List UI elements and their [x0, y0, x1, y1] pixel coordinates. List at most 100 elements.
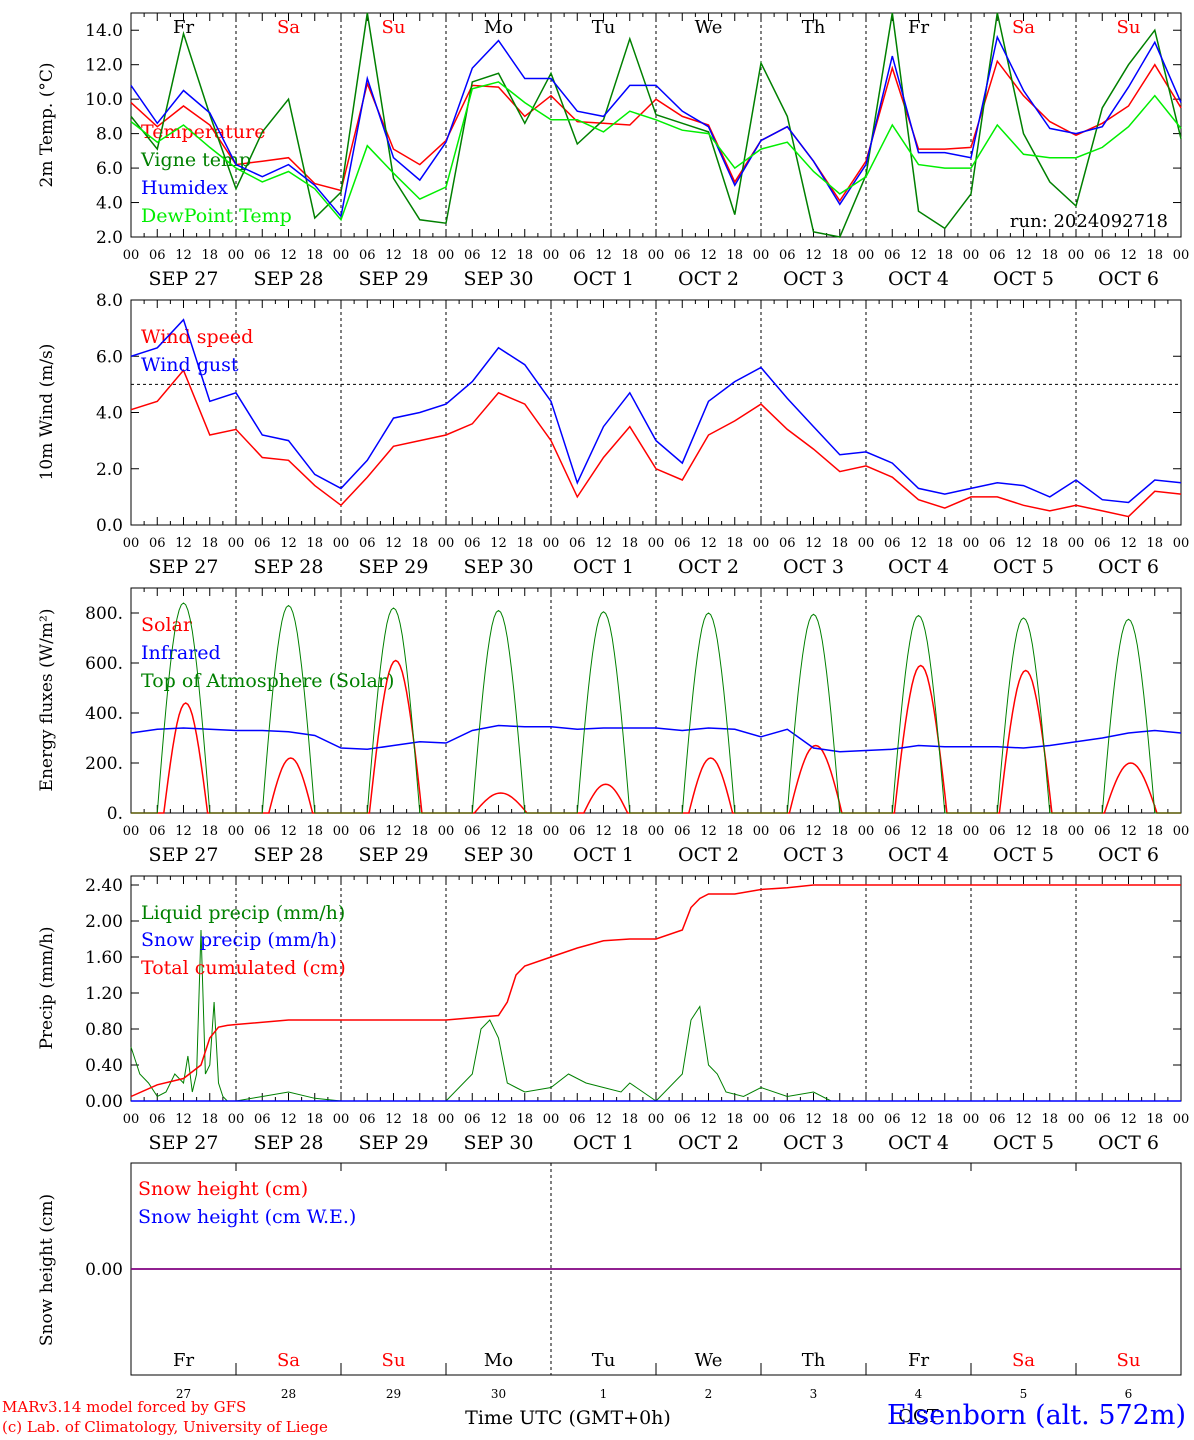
date-label: SEP 28 [254, 268, 324, 290]
hour-tick-label: 18 [306, 536, 323, 551]
date-label: SEP 28 [254, 844, 324, 866]
hour-tick-label: 12 [805, 536, 822, 551]
hour-tick-label: 12 [700, 536, 717, 551]
y-tick-label: 6.0 [96, 159, 123, 179]
legend-entry: Total cumulated (cm) [141, 957, 346, 979]
hour-tick-label: 00 [123, 536, 140, 551]
hour-tick-label: 06 [1094, 248, 1111, 263]
hour-tick-label: 12 [595, 248, 612, 263]
hour-tick-label: 06 [359, 248, 376, 263]
hour-tick-label: 12 [700, 1112, 717, 1127]
y-axis-title: 10m Wind (m/s) [37, 344, 57, 481]
hour-tick-label: 12 [385, 536, 402, 551]
hour-tick-label: 18 [516, 1112, 533, 1127]
hour-tick-label: 00 [648, 248, 665, 263]
date-label: SEP 29 [359, 556, 429, 578]
hour-tick-label: 12 [595, 824, 612, 839]
hour-tick-label: 06 [884, 248, 901, 263]
hour-tick-label: 18 [411, 1112, 428, 1127]
legend-entry: Humidex [141, 177, 228, 199]
hour-tick-label: 18 [831, 1112, 848, 1127]
hour-tick-label: 06 [464, 536, 481, 551]
y-tick-label: 14.0 [85, 21, 123, 41]
legend-entry: Solar [141, 614, 193, 636]
y-tick-label: 600. [85, 654, 123, 674]
hour-tick-label: 00 [1068, 824, 1085, 839]
hour-tick-label: 12 [385, 1112, 402, 1127]
hour-tick-label: 12 [385, 248, 402, 263]
y-tick-label: 0. [107, 804, 123, 824]
hour-tick-label: 00 [1173, 1112, 1190, 1127]
hour-tick-label: 12 [1120, 1112, 1137, 1127]
hour-tick-label: 00 [333, 824, 350, 839]
hour-tick-label: 12 [1120, 824, 1137, 839]
y-tick-label: 8.0 [96, 125, 123, 145]
date-label: OCT 4 [888, 556, 949, 578]
date-label: OCT 1 [573, 844, 634, 866]
hour-tick-label: 06 [359, 1112, 376, 1127]
hour-tick-label: 18 [411, 248, 428, 263]
legend-entry: Wind speed [141, 326, 253, 348]
hour-tick-label: 00 [1068, 1112, 1085, 1127]
date-label: OCT 4 [888, 844, 949, 866]
month-label: OCT [898, 1406, 939, 1427]
hour-tick-label: 12 [490, 1112, 507, 1127]
hour-tick-label: 12 [805, 1112, 822, 1127]
hour-tick-label: 00 [648, 1112, 665, 1127]
day-number: 30 [491, 1387, 506, 1401]
hour-tick-label: 00 [228, 1112, 245, 1127]
hour-tick-label: 00 [333, 1112, 350, 1127]
credit-lab: (c) Lab. of Climatology, University of L… [2, 1418, 328, 1436]
day-name: Mo [484, 17, 513, 38]
hour-tick-label: 12 [1015, 1112, 1032, 1127]
hour-tick-label: 12 [1015, 536, 1032, 551]
hour-tick-label: 06 [254, 248, 271, 263]
y-tick-label: 2.00 [85, 912, 123, 932]
hour-tick-label: 00 [438, 1112, 455, 1127]
hour-tick-label: 00 [438, 824, 455, 839]
hour-tick-label: 00 [543, 248, 560, 263]
legend-entry: Vigne temp [140, 149, 251, 171]
y-axis-title: Energy fluxes (W/m²) [37, 609, 57, 792]
panel-frame [130, 299, 1182, 526]
series-line [130, 318, 1182, 504]
hour-tick-label: 12 [175, 824, 192, 839]
hour-tick-label: 00 [543, 824, 560, 839]
hour-tick-label: 00 [858, 248, 875, 263]
date-label: OCT 2 [678, 556, 739, 578]
hour-tick-label: 12 [910, 248, 927, 263]
hour-tick-label: 18 [1041, 536, 1058, 551]
hour-tick-label: 18 [1146, 248, 1163, 263]
x-axis-title: Time UTC (GMT+0h) [465, 1407, 671, 1429]
date-label: SEP 30 [464, 268, 534, 290]
day-number: 2 [705, 1387, 713, 1401]
y-tick-label: 6.0 [96, 347, 123, 367]
hour-tick-label: 00 [123, 1112, 140, 1127]
hour-tick-label: 00 [858, 1112, 875, 1127]
hour-tick-label: 06 [884, 1112, 901, 1127]
date-label: OCT 5 [993, 556, 1054, 578]
date-label: OCT 4 [888, 1132, 949, 1154]
hour-tick-label: 06 [464, 824, 481, 839]
date-label: OCT 4 [888, 268, 949, 290]
date-label: SEP 27 [149, 556, 219, 578]
hour-tick-label: 18 [726, 536, 743, 551]
hour-tick-label: 06 [989, 248, 1006, 263]
hour-tick-label: 00 [228, 824, 245, 839]
day-name: Sa [277, 17, 300, 38]
day-name: Su [382, 1350, 406, 1371]
legend-entry: Snow height (cm) [138, 1178, 308, 1200]
hour-tick-label: 06 [254, 1112, 271, 1127]
hour-tick-label: 06 [569, 824, 586, 839]
hour-tick-label: 06 [359, 536, 376, 551]
date-label: SEP 27 [149, 844, 219, 866]
y-tick-label: 200. [85, 754, 123, 774]
hour-tick-label: 06 [884, 536, 901, 551]
run-label: run: 2024092718 [1010, 211, 1168, 232]
hour-tick-label: 18 [726, 1112, 743, 1127]
hour-tick-label: 00 [1173, 824, 1190, 839]
hour-tick-label: 18 [1041, 824, 1058, 839]
hour-tick-label: 12 [595, 536, 612, 551]
date-label: OCT 6 [1098, 844, 1159, 866]
